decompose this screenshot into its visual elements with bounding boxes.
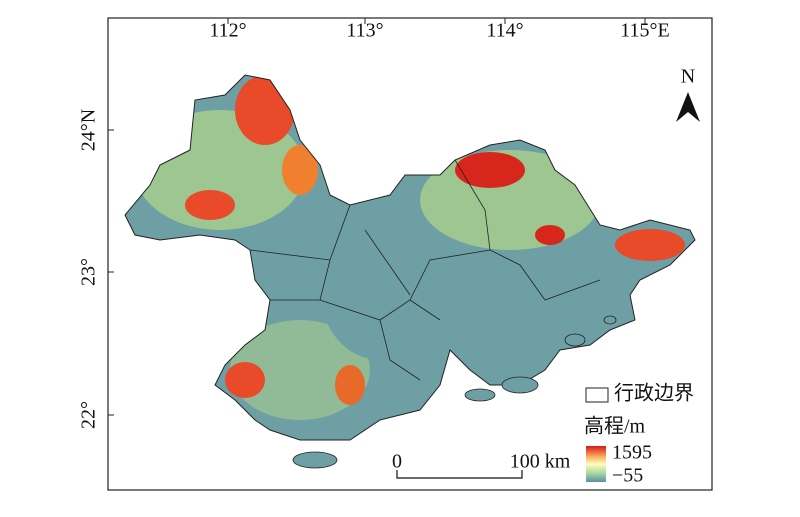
scale-end: 100 km bbox=[510, 451, 571, 473]
north-arrow bbox=[676, 92, 700, 122]
elevation-max: 1595 bbox=[612, 442, 652, 464]
longitude-labels: 112° 113° 114° 115°E bbox=[209, 18, 670, 42]
legend-boundary-label: 行政边界 bbox=[614, 382, 694, 405]
islands bbox=[292, 315, 617, 469]
scale-bar bbox=[396, 470, 523, 479]
peak bbox=[282, 145, 318, 195]
admin-boundary bbox=[249, 159, 601, 381]
latitude-labels: 24°N 23° 22° bbox=[78, 109, 114, 429]
peak bbox=[225, 362, 265, 398]
peak bbox=[535, 225, 565, 245]
north-label: N bbox=[681, 66, 695, 88]
lon-label: 113° bbox=[346, 20, 383, 42]
boundary-legend-swatch bbox=[585, 387, 609, 403]
lon-label: 115°E bbox=[620, 20, 669, 42]
peak bbox=[335, 365, 365, 405]
peak bbox=[185, 190, 235, 220]
elevation-min: −55 bbox=[612, 465, 643, 487]
scale-start: 0 bbox=[392, 451, 402, 473]
lat-label: 24°N bbox=[78, 109, 100, 151]
legend-elevation-title: 高程/m bbox=[584, 415, 646, 438]
lat-label: 22° bbox=[78, 401, 100, 429]
peak bbox=[455, 152, 525, 188]
lon-label: 112° bbox=[209, 20, 246, 42]
lat-label: 23° bbox=[78, 258, 100, 286]
elevation-ramp bbox=[586, 446, 606, 482]
upland bbox=[230, 320, 370, 420]
peak bbox=[615, 229, 685, 261]
lon-label: 114° bbox=[486, 20, 523, 42]
delta bbox=[320, 220, 440, 360]
